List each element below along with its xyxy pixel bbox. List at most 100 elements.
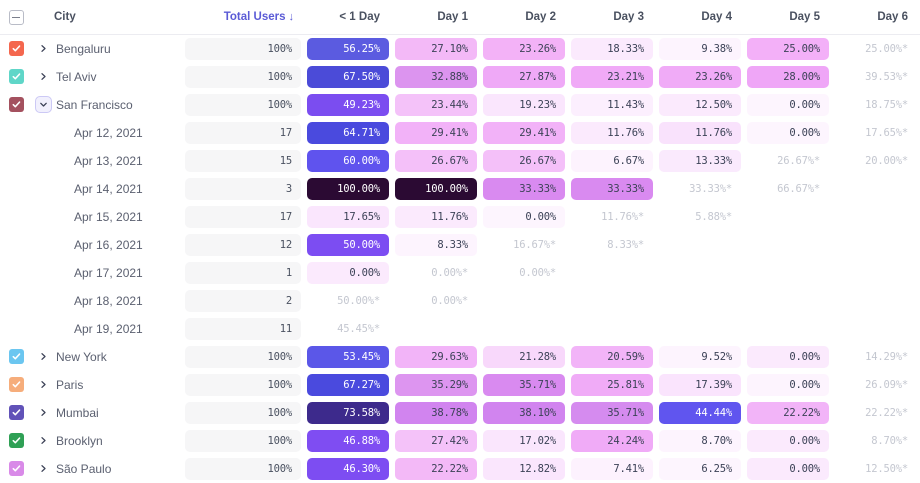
checkmark-icon[interactable] xyxy=(8,460,24,476)
sort-descending-icon[interactable]: ↓ xyxy=(288,10,295,23)
retention-value: 46.30% xyxy=(307,457,389,480)
table-row-city: New York 100% 53.45% 29.63% 21.28% 20.59% 9.52… xyxy=(0,343,920,371)
row-checkbox[interactable] xyxy=(0,371,32,399)
row-checkbox[interactable] xyxy=(0,399,32,427)
column-header-total-users[interactable]: Total Users ↓ xyxy=(182,0,304,35)
column-header-day-3[interactable]: Day 3 xyxy=(568,0,656,35)
column-header-day-6[interactable]: Day 6 xyxy=(832,0,920,35)
row-checkbox[interactable] xyxy=(0,455,32,483)
retention-cell: 11.76% xyxy=(392,203,480,231)
retention-cell xyxy=(656,315,744,343)
retention-value: 27.42% xyxy=(395,429,477,452)
row-checkbox[interactable] xyxy=(0,427,32,455)
row-expander[interactable] xyxy=(32,371,54,399)
chevron-right-icon[interactable] xyxy=(35,68,52,85)
retention-value: 11.76%* xyxy=(601,210,644,223)
city-name-label: New York xyxy=(56,349,107,364)
retention-value: 8.70% xyxy=(659,429,741,452)
retention-value: 13.33% xyxy=(659,149,741,172)
retention-cell: 25.00%* xyxy=(832,35,920,63)
row-expander[interactable] xyxy=(32,343,54,371)
table-body: Bengaluru 100% 56.25% 27.10% 23.26% 18.33% 9.3… xyxy=(0,35,920,483)
retention-value xyxy=(483,290,565,312)
retention-value xyxy=(835,234,917,256)
row-checkbox[interactable] xyxy=(0,35,32,63)
row-expander[interactable] xyxy=(32,63,54,91)
retention-cell: 26.67% xyxy=(480,147,568,175)
retention-value: 14.29%* xyxy=(865,350,908,363)
retention-cell: 5.88%* xyxy=(656,203,744,231)
chevron-right-icon[interactable] xyxy=(35,404,52,421)
row-expander[interactable] xyxy=(32,35,54,63)
total-users-cell: 100% xyxy=(182,35,304,63)
column-header-day-4[interactable]: Day 4 xyxy=(656,0,744,35)
retention-value: 12.50% xyxy=(659,93,741,116)
row-checkbox-placeholder xyxy=(0,175,32,203)
total-users-cell: 1 xyxy=(182,259,304,287)
select-all-header[interactable] xyxy=(0,0,32,35)
chevron-down-icon[interactable] xyxy=(34,96,52,113)
retention-value: 17.65% xyxy=(307,205,389,228)
row-checkbox-placeholder xyxy=(0,231,32,259)
checkmark-icon[interactable] xyxy=(8,376,24,392)
retention-value: 17.02% xyxy=(483,429,565,452)
retention-cell: 0.00% xyxy=(480,203,568,231)
retention-cell: 29.63% xyxy=(392,343,480,371)
column-header-day-0[interactable]: < 1 Day xyxy=(304,0,392,35)
minus-icon[interactable] xyxy=(8,9,24,25)
table-row-cohort-date: Apr 19, 2021 11 45.45%* xyxy=(0,315,920,343)
retention-value: 22.22%* xyxy=(865,406,908,419)
chevron-right-icon[interactable] xyxy=(35,460,52,477)
checkmark-icon[interactable] xyxy=(8,68,24,84)
retention-value xyxy=(395,318,477,340)
table-row-city: São Paulo 100% 46.30% 22.22% 12.82% 7.41% 6.25… xyxy=(0,455,920,483)
retention-value xyxy=(659,262,741,284)
retention-cell: 11.76% xyxy=(656,119,744,147)
chevron-right-icon[interactable] xyxy=(35,40,52,57)
retention-cell: 22.22%* xyxy=(832,399,920,427)
row-expander-placeholder xyxy=(32,175,54,203)
retention-cell xyxy=(832,259,920,287)
checkmark-icon[interactable] xyxy=(8,348,24,364)
retention-value: 11.76% xyxy=(571,121,653,144)
column-header-city[interactable]: City xyxy=(54,0,182,35)
retention-cell: 35.71% xyxy=(568,399,656,427)
city-name-label: São Paulo xyxy=(56,461,112,476)
chevron-right-icon[interactable] xyxy=(35,348,52,365)
retention-value: 28.00% xyxy=(747,65,829,88)
retention-value: 0.00% xyxy=(307,261,389,284)
checkmark-icon[interactable] xyxy=(8,96,24,112)
row-checkbox[interactable] xyxy=(0,91,32,119)
column-header-day-1[interactable]: Day 1 xyxy=(392,0,480,35)
row-expander[interactable] xyxy=(32,399,54,427)
table-row-cohort-date: Apr 17, 2021 1 0.00% 0.00%* 0.00%* xyxy=(0,259,920,287)
total-users-cell: 2 xyxy=(182,287,304,315)
total-users-cell: 100% xyxy=(182,399,304,427)
table-row-cohort-date: Apr 13, 2021 15 60.00% 26.67% 26.67% 6.67% 13.… xyxy=(0,147,920,175)
retention-value: 6.25% xyxy=(659,457,741,480)
retention-value xyxy=(747,234,829,256)
checkmark-icon[interactable] xyxy=(8,432,24,448)
chevron-right-icon[interactable] xyxy=(35,376,52,393)
row-checkbox[interactable] xyxy=(0,343,32,371)
row-expander[interactable] xyxy=(32,91,54,119)
retention-value: 25.00%* xyxy=(865,42,908,55)
row-expander[interactable] xyxy=(32,427,54,455)
column-header-day-5[interactable]: Day 5 xyxy=(744,0,832,35)
checkmark-icon[interactable] xyxy=(8,404,24,420)
retention-value: 73.58% xyxy=(307,401,389,424)
checkmark-icon[interactable] xyxy=(8,40,24,56)
retention-value: 9.52% xyxy=(659,345,741,368)
retention-value: 0.00%* xyxy=(519,266,556,279)
row-checkbox-placeholder xyxy=(0,119,32,147)
row-checkbox[interactable] xyxy=(0,63,32,91)
row-expander[interactable] xyxy=(32,455,54,483)
retention-value: 23.21% xyxy=(571,65,653,88)
cohort-date-label: Apr 17, 2021 xyxy=(74,265,143,280)
retention-cell: 56.25% xyxy=(304,35,392,63)
column-header-day-2[interactable]: Day 2 xyxy=(480,0,568,35)
retention-cell: 23.44% xyxy=(392,91,480,119)
retention-value xyxy=(659,318,741,340)
total-users-value: 11 xyxy=(185,317,301,340)
chevron-right-icon[interactable] xyxy=(35,432,52,449)
